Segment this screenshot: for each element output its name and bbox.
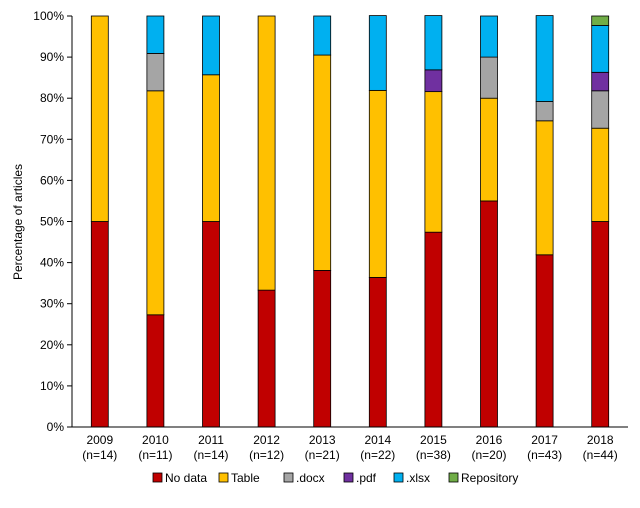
legend-swatch bbox=[218, 472, 229, 483]
bar-segment-nodata bbox=[257, 289, 276, 428]
bar-segment-docx bbox=[146, 53, 165, 92]
legend-label: .xlsx bbox=[406, 471, 430, 485]
legend-label: Repository bbox=[461, 471, 518, 485]
legend-swatch bbox=[393, 472, 404, 483]
bar-segment-xlsx bbox=[424, 15, 443, 71]
y-axis-label: Percentage of articles bbox=[11, 164, 25, 280]
x-tick-label: 2009 bbox=[86, 433, 113, 447]
bar-segment-table bbox=[313, 54, 332, 271]
y-axis: 0% 10% 20% 30% 40% 50% 60% 70% 80% 90% 100% bbox=[33, 9, 73, 434]
bar-segment-table bbox=[257, 15, 276, 291]
x-tick-count: (n=20) bbox=[471, 448, 506, 462]
legend-label: Table bbox=[231, 471, 260, 485]
bar-segment-xlsx bbox=[146, 15, 165, 54]
bars bbox=[90, 15, 610, 428]
bar-segment-xlsx bbox=[313, 15, 332, 56]
y-tick-label: 70% bbox=[40, 132, 64, 146]
bar-segment-xlsx bbox=[535, 15, 554, 102]
bar-segment-nodata bbox=[591, 221, 610, 428]
x-axis: 2009(n=14)2010(n=11)2011(n=14)2012(n=12)… bbox=[72, 426, 628, 462]
x-tick-label: 2015 bbox=[420, 433, 447, 447]
bar-segment-nodata bbox=[90, 221, 109, 428]
x-tick-count: (n=11) bbox=[138, 448, 172, 462]
x-tick-count: (n=22) bbox=[360, 448, 395, 462]
bar-segment-table bbox=[424, 91, 443, 233]
bar-segment-nodata bbox=[535, 254, 554, 428]
x-tick-label: 2018 bbox=[587, 433, 614, 447]
bar-segment-nodata bbox=[424, 231, 443, 428]
y-tick-label: 40% bbox=[40, 256, 64, 270]
y-tick-label: 50% bbox=[40, 215, 64, 229]
legend-swatch bbox=[343, 472, 354, 483]
legend-swatch bbox=[448, 472, 459, 483]
x-tick-count: (n=14) bbox=[193, 448, 228, 462]
y-tick-label: 20% bbox=[40, 338, 64, 352]
legend-swatch bbox=[283, 472, 294, 483]
bar-segment-nodata bbox=[368, 276, 387, 428]
legend-label: No data bbox=[165, 471, 207, 485]
y-tick-label: 90% bbox=[40, 50, 64, 64]
bar-segment-table bbox=[480, 97, 498, 202]
y-tick-label: 10% bbox=[40, 379, 64, 393]
x-tick-count: (n=43) bbox=[527, 448, 562, 462]
y-tick-label: 80% bbox=[40, 91, 64, 105]
legend: No data Table .docx .pdf .xlsx Repository bbox=[152, 471, 518, 485]
bar-segment-table bbox=[535, 120, 554, 256]
bar-segment-nodata bbox=[202, 221, 220, 428]
legend-label: .pdf bbox=[356, 471, 377, 485]
bar-segment-pdf bbox=[424, 69, 443, 93]
bar-segment-table bbox=[591, 127, 610, 222]
x-tick-count: (n=21) bbox=[305, 448, 340, 462]
bar-segment-table bbox=[368, 89, 387, 278]
bar-segment-pdf bbox=[591, 71, 610, 92]
legend-label: .docx bbox=[296, 471, 325, 485]
bar-segment-xlsx bbox=[368, 15, 387, 91]
bar-segment-xlsx bbox=[202, 15, 220, 76]
bar-segment-repository bbox=[591, 15, 610, 26]
bar-segment-table bbox=[202, 74, 220, 222]
bar-segment-table bbox=[90, 15, 109, 222]
x-tick-label: 2016 bbox=[476, 433, 503, 447]
bar-segment-xlsx bbox=[480, 15, 498, 58]
y-tick-label: 100% bbox=[33, 9, 64, 23]
y-tick-label: 0% bbox=[47, 420, 65, 434]
bar-segment-docx bbox=[591, 90, 610, 129]
x-tick-count: (n=14) bbox=[82, 448, 117, 462]
legend-swatch bbox=[152, 472, 163, 483]
x-tick-label: 2014 bbox=[364, 433, 391, 447]
bar-segment-nodata bbox=[146, 314, 165, 428]
bar-segment-table bbox=[146, 90, 165, 316]
bar-segment-docx bbox=[480, 56, 498, 99]
x-tick-label: 2010 bbox=[142, 433, 169, 447]
x-tick-label: 2012 bbox=[253, 433, 280, 447]
x-tick-count: (n=44) bbox=[583, 448, 618, 462]
y-tick-label: 60% bbox=[40, 173, 64, 187]
x-tick-count: (n=38) bbox=[416, 448, 451, 462]
bar-segment-docx bbox=[535, 101, 554, 122]
bar-segment-xlsx bbox=[591, 25, 610, 73]
x-tick-label: 2013 bbox=[309, 433, 336, 447]
y-tick-label: 30% bbox=[40, 297, 64, 311]
x-tick-label: 2017 bbox=[531, 433, 558, 447]
x-tick-label: 2011 bbox=[198, 433, 224, 447]
x-tick-count: (n=12) bbox=[249, 448, 284, 462]
bar-segment-nodata bbox=[480, 200, 498, 428]
bar-segment-nodata bbox=[313, 270, 332, 428]
